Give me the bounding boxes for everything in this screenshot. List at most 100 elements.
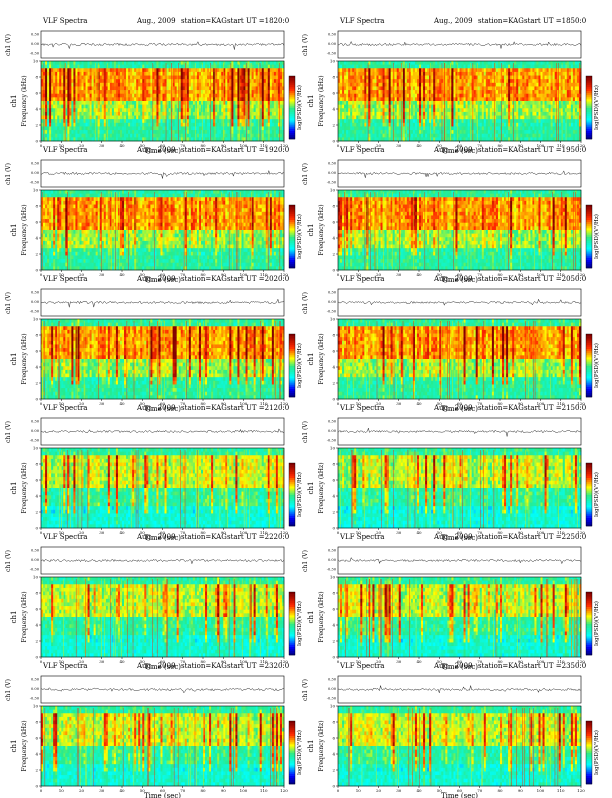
frequency-axis-label: Frequency (kHz) bbox=[318, 75, 325, 126]
frequency-axis-label: Frequency (kHz) bbox=[318, 591, 325, 642]
colorbar-segment bbox=[586, 750, 592, 752]
colorbar-segment bbox=[289, 120, 295, 122]
colorbar-segment bbox=[586, 522, 592, 524]
channel-label: ch1 bbox=[10, 95, 18, 108]
amplitude-frame bbox=[41, 547, 284, 574]
frequency-tick-label: 8 bbox=[35, 720, 38, 725]
amplitude-tick-label: -0.30 bbox=[327, 439, 337, 443]
colorbar-segment bbox=[289, 131, 295, 133]
channel-label: ch1 bbox=[10, 482, 18, 495]
amplitude-tick-label: 0.30 bbox=[31, 420, 40, 424]
colorbar-segment bbox=[586, 763, 592, 765]
channel-label: ch1 bbox=[307, 224, 315, 237]
colorbar-segment bbox=[586, 729, 592, 731]
colorbar-label: log(PSD)(V²/Hz) bbox=[593, 85, 600, 130]
amplitude-tick-label: 0.00 bbox=[31, 687, 40, 691]
colorbar-segment bbox=[289, 345, 295, 347]
amplitude-tick-label: 0.00 bbox=[31, 171, 40, 175]
colorbar-segment bbox=[586, 490, 592, 492]
colorbar-segment bbox=[289, 607, 295, 609]
colorbar-segment bbox=[289, 615, 295, 617]
colorbar-segment bbox=[586, 116, 592, 118]
colorbar-segment bbox=[289, 118, 295, 120]
colorbar-segment bbox=[289, 234, 295, 236]
colorbar-segment bbox=[289, 355, 295, 357]
frequency-tick-label: 6 bbox=[35, 220, 38, 225]
colorbar-segment bbox=[289, 338, 295, 340]
colorbar-segment bbox=[586, 603, 592, 605]
colorbar-label: log(PSD)(V²/Hz) bbox=[593, 472, 600, 517]
colorbar-segment bbox=[586, 224, 592, 226]
spectrogram-cells bbox=[41, 448, 284, 528]
colorbar-segment bbox=[289, 596, 295, 598]
header-station: station=KAG bbox=[478, 17, 524, 25]
header-title: VLF Spectra bbox=[339, 404, 384, 412]
colorbar-segment bbox=[586, 347, 592, 349]
amplitude-axis-label: ch1 (V) bbox=[5, 163, 12, 185]
frequency-tick-label: 10 bbox=[33, 575, 39, 580]
frequency-tick-label: 8 bbox=[332, 204, 335, 209]
colorbar-segment bbox=[289, 732, 295, 734]
colorbar-segment bbox=[586, 621, 592, 623]
colorbar-segment bbox=[586, 488, 592, 490]
colorbar-segment bbox=[289, 382, 295, 384]
time-tick-label: 70 bbox=[180, 788, 186, 793]
colorbar-segment bbox=[586, 241, 592, 243]
channel-label: ch1 bbox=[10, 353, 18, 366]
colorbar-segment bbox=[586, 228, 592, 230]
colorbar-segment bbox=[586, 499, 592, 501]
colorbar-segment bbox=[289, 516, 295, 518]
colorbar-segment bbox=[289, 748, 295, 750]
colorbar-segment bbox=[586, 505, 592, 507]
header-title: VLF Spectra bbox=[42, 146, 87, 154]
channel-label: ch1 bbox=[307, 95, 315, 108]
colorbar-segment bbox=[586, 761, 592, 763]
frequency-axis-label: Frequency (kHz) bbox=[318, 333, 325, 384]
colorbar-segment bbox=[586, 245, 592, 247]
colorbar-segment bbox=[289, 592, 295, 594]
header-title: VLF Spectra bbox=[42, 662, 87, 670]
colorbar-segment bbox=[289, 126, 295, 128]
colorbar-segment bbox=[289, 342, 295, 344]
colorbar-segment bbox=[289, 636, 295, 638]
colorbar-segment bbox=[289, 351, 295, 353]
colorbar-segment bbox=[586, 465, 592, 467]
colorbar-segment bbox=[289, 76, 295, 78]
colorbar-segment bbox=[586, 87, 592, 89]
colorbar-segment bbox=[289, 243, 295, 245]
colorbar-segment bbox=[586, 260, 592, 262]
colorbar-segment bbox=[586, 636, 592, 638]
colorbar-segment bbox=[586, 759, 592, 761]
colorbar-segment bbox=[586, 95, 592, 97]
colorbar-segment bbox=[289, 372, 295, 374]
colorbar-segment bbox=[586, 484, 592, 486]
spectrogram-cells bbox=[41, 190, 284, 270]
colorbar-segment bbox=[289, 626, 295, 628]
colorbar-segment bbox=[586, 237, 592, 239]
colorbar-segment bbox=[289, 750, 295, 752]
amplitude-tick-label: -0.30 bbox=[30, 52, 40, 56]
frequency-tick-label: 10 bbox=[330, 59, 336, 64]
amplitude-tick-label: 0.00 bbox=[328, 429, 337, 433]
time-tick-label: 90 bbox=[518, 788, 524, 793]
colorbar-segment bbox=[289, 778, 295, 780]
amplitude-axis-label: ch1 (V) bbox=[5, 34, 12, 56]
header-station: station=KAG bbox=[478, 533, 524, 541]
colorbar-segment bbox=[289, 264, 295, 266]
frequency-tick-label: 6 bbox=[35, 607, 38, 612]
header-station: station=KAG bbox=[181, 17, 227, 25]
colorbar-segment bbox=[289, 241, 295, 243]
colorbar-segment bbox=[289, 262, 295, 264]
amplitude-tick-label: -0.30 bbox=[30, 310, 40, 314]
colorbar-segment bbox=[289, 603, 295, 605]
colorbar-segment bbox=[289, 222, 295, 224]
time-tick-label: 80 bbox=[497, 788, 503, 793]
frequency-tick-label: 4 bbox=[35, 752, 38, 757]
colorbar-segment bbox=[289, 334, 295, 336]
colorbar-segment bbox=[586, 218, 592, 220]
colorbar-segment bbox=[289, 260, 295, 262]
